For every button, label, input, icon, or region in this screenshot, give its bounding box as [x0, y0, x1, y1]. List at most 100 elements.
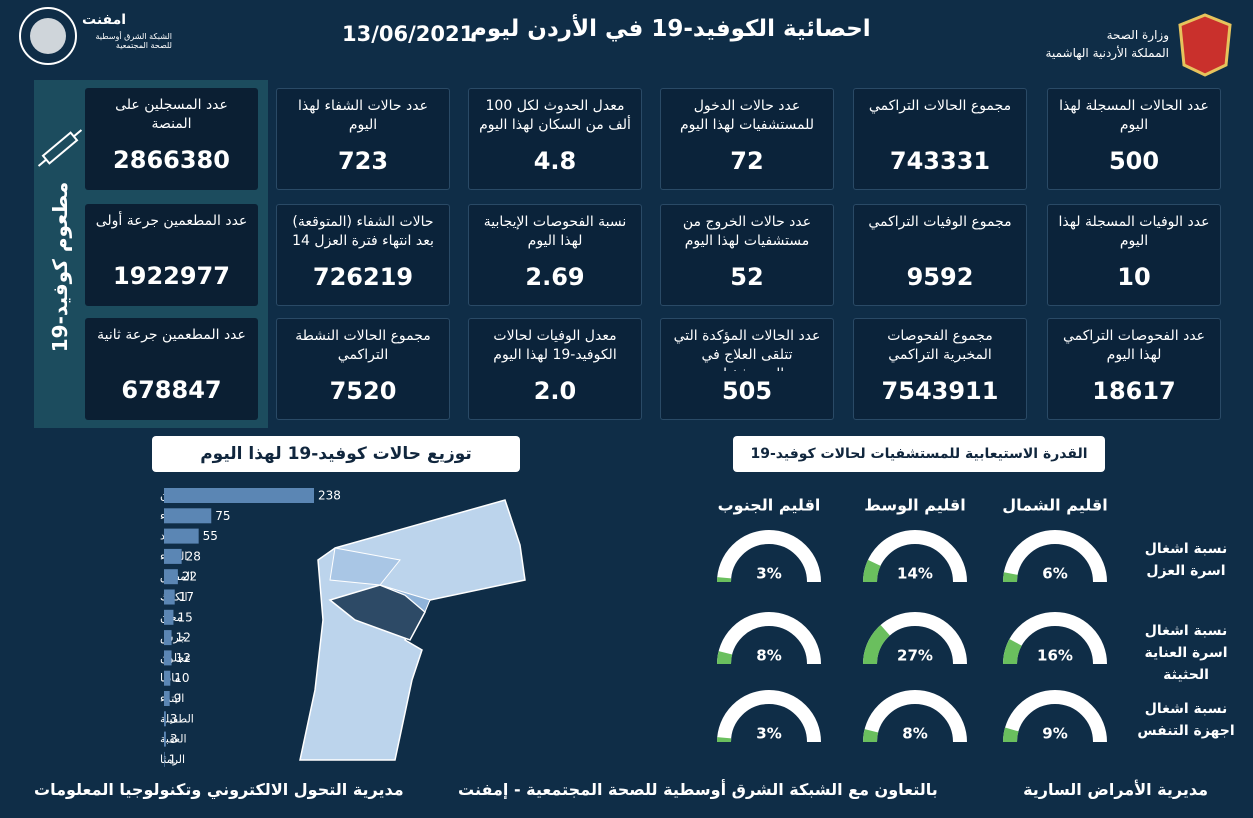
page-title: احصائية الكوفيد-19 في الأردن ليوم: [470, 16, 871, 42]
gauge-value-label: 9%: [1042, 725, 1067, 743]
category-label: الرمثا: [160, 753, 185, 766]
footer-right: مديرية الأمراض السارية: [1023, 780, 1208, 799]
bar: [164, 528, 199, 544]
footer-left: مديرية التحول الالكتروني وتكنولوجيا المع…: [34, 780, 404, 799]
stat-value: 2.69: [525, 263, 585, 291]
stat-value: 10: [1117, 263, 1151, 291]
bar-value-label: 12: [176, 631, 191, 645]
vaccine-value: 1922977: [113, 262, 230, 290]
stat-card: عدد حالات الشفاء لهذا اليوم 723: [276, 88, 450, 190]
bar-value-label: 55: [203, 529, 218, 543]
vaccine-card: عدد المسجلين على المنصة 2866380: [85, 88, 258, 190]
row-label: نسبة اشغال اجهزة التنفس: [1137, 701, 1235, 739]
bar: [164, 548, 182, 564]
stat-label: عدد حالات الخروج من مستشفيات لهذا اليوم: [682, 214, 812, 249]
logo-icon: [19, 7, 77, 65]
gauge-track: [717, 612, 821, 665]
region-label: اقليم الوسط: [864, 496, 966, 515]
vaccine-card: عدد المطعمين جرعة ثانية 678847: [85, 318, 258, 420]
row-label: نسبة اشغال اسرة العناية الحثيثة: [1144, 623, 1228, 683]
stat-value: 743331: [889, 147, 991, 175]
bar: [164, 731, 166, 747]
stat-value: 18617: [1092, 377, 1176, 405]
stat-label: مجموع الوفيات التراكمي: [868, 214, 1012, 230]
bar-value-label: 1: [169, 752, 177, 766]
stat-label: مجموع الحالات النشطة التراكمي: [295, 328, 431, 363]
stat-card: عدد الوفيات المسجلة لهذا اليوم 10: [1047, 204, 1221, 306]
stat-label: مجموع الفحوصات المخبرية التراكمي: [887, 328, 993, 363]
stat-card: عدد الفحوصات التراكمي لهذا اليوم 18617: [1047, 318, 1221, 420]
stat-label: عدد الفحوصات التراكمي لهذا اليوم: [1062, 328, 1206, 363]
gauge-track: [717, 690, 821, 743]
bar-value-label: 75: [215, 509, 230, 523]
stat-value: 505: [721, 377, 773, 405]
gauge-value-label: 8%: [902, 725, 927, 743]
kingdom: المملكة الأردنية الهاشمية: [1045, 46, 1169, 60]
bar: [164, 508, 212, 524]
region-label: اقليم الشمال: [1002, 496, 1108, 515]
stat-label: مجموع الحالات التراكمي: [868, 98, 1012, 114]
bar: [164, 711, 166, 727]
logo-icon: [30, 18, 66, 54]
stat-label: حالات الشفاء (المتوقعة) بعد انتهاء فترة …: [292, 214, 434, 257]
gauge-value-label: 27%: [897, 647, 933, 665]
gauge-track: [717, 530, 821, 583]
bar-value-label: 3: [170, 732, 178, 746]
stat-value: 7520: [329, 377, 397, 405]
bar-chart-title: توزيع حالات كوفيد-19 لهذا اليوم: [152, 436, 520, 472]
vaccine-label: عدد المسجلين على المنصة: [115, 97, 228, 132]
bar: [164, 650, 172, 666]
footer-center: بالتعاون مع الشبكة الشرق أوسطية للصحة ال…: [458, 780, 938, 799]
stat-card: معدل الوفيات لحالات الكوفيد-19 لهذا اليو…: [468, 318, 642, 420]
bar: [164, 589, 175, 605]
bar-value-label: 3: [170, 712, 178, 726]
gauge-fill: [1003, 638, 1022, 665]
stat-label: عدد حالات الدخول للمستشفيات لهذا اليوم: [679, 98, 815, 133]
gauge-track: [1003, 530, 1107, 583]
stat-card: عدد الحالات المسجلة لهذا اليوم 500: [1047, 88, 1221, 190]
stat-value: 726219: [312, 263, 414, 291]
bar-value-label: 238: [318, 489, 341, 503]
logo-name: امفنت: [82, 12, 127, 28]
gauge-value-label: 3%: [756, 725, 781, 743]
category-label: العقبة: [160, 733, 187, 746]
ministry: وزارة الصحة: [1106, 28, 1169, 42]
vaccine-value: 2866380: [113, 146, 230, 174]
stat-card: عدد الحالات المؤكدة التي تتلقى العلاج في…: [660, 318, 834, 420]
syringe-icon: [37, 129, 83, 167]
row-label: نسبة اشغال اسرة العزل: [1144, 541, 1228, 579]
gauge-fill: [717, 651, 733, 665]
stat-card: مجموع الحالات النشطة التراكمي 7520: [276, 318, 450, 420]
map: [299, 499, 526, 761]
gauge-fill: [863, 729, 879, 743]
gauge-fill: [863, 559, 881, 583]
vaccine-label: عدد المطعمين جرعة ثانية: [97, 327, 246, 343]
gauge-track: [863, 690, 967, 743]
bar: [164, 569, 178, 585]
stat-value: 723: [337, 147, 389, 175]
gauge-fill: [863, 624, 891, 665]
bar: [164, 670, 171, 686]
stat-card: معدل الحدوث لكل 100 ألف من السكان لهذا ا…: [468, 88, 642, 190]
gauge-chart-title: القدرة الاستيعابية للمستشفيات لحالات كوف…: [733, 436, 1105, 472]
stat-label: معدل الوفيات لحالات الكوفيد-19 لهذا اليو…: [493, 328, 617, 363]
stat-value: 7543911: [881, 377, 999, 405]
vaccine-value: 678847: [121, 376, 222, 404]
bar: [164, 691, 170, 706]
stat-card: نسبة الفحوصات الإيجابية لهذا اليوم 2.69: [468, 204, 642, 306]
bar-value-label: 9: [174, 692, 182, 706]
bar-value-label: 15: [177, 610, 192, 624]
page-date: 13/06/2021: [342, 22, 475, 46]
vaccine-card: عدد المطعمين جرعة أولى 1922977: [85, 204, 258, 306]
stat-card: مجموع الحالات التراكمي 743331: [853, 88, 1027, 190]
gauge-value-label: 3%: [756, 565, 781, 583]
vaccine-label: عدد المطعمين جرعة أولى: [95, 213, 248, 229]
stat-card: مجموع الوفيات التراكمي 9592: [853, 204, 1027, 306]
stat-value: 4.8: [533, 147, 577, 175]
gauge-value-label: 14%: [897, 565, 933, 583]
stat-value: 72: [730, 147, 764, 175]
gauge-fill: [1003, 572, 1018, 583]
stat-label: عدد الوفيات المسجلة لهذا اليوم: [1058, 214, 1210, 249]
region-label: اقليم الجنوب: [718, 496, 821, 515]
